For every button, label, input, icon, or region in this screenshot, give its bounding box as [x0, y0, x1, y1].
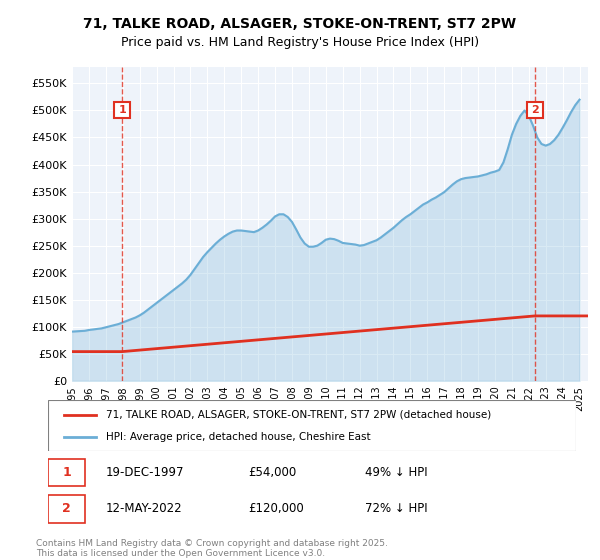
- Text: 19-DEC-1997: 19-DEC-1997: [106, 466, 185, 479]
- Text: 2: 2: [531, 105, 539, 115]
- Text: Contains HM Land Registry data © Crown copyright and database right 2025.
This d: Contains HM Land Registry data © Crown c…: [36, 539, 388, 558]
- Text: 71, TALKE ROAD, ALSAGER, STOKE-ON-TRENT, ST7 2PW: 71, TALKE ROAD, ALSAGER, STOKE-ON-TRENT,…: [83, 17, 517, 31]
- Text: 49% ↓ HPI: 49% ↓ HPI: [365, 466, 427, 479]
- Text: HPI: Average price, detached house, Cheshire East: HPI: Average price, detached house, Ches…: [106, 432, 371, 442]
- Text: £54,000: £54,000: [248, 466, 297, 479]
- Text: £120,000: £120,000: [248, 502, 304, 515]
- Text: 2: 2: [62, 502, 71, 515]
- Text: 1: 1: [62, 466, 71, 479]
- Text: 12-MAY-2022: 12-MAY-2022: [106, 502, 183, 515]
- FancyBboxPatch shape: [48, 495, 85, 523]
- Text: 1: 1: [118, 105, 126, 115]
- Text: 72% ↓ HPI: 72% ↓ HPI: [365, 502, 427, 515]
- Text: 71, TALKE ROAD, ALSAGER, STOKE-ON-TRENT, ST7 2PW (detached house): 71, TALKE ROAD, ALSAGER, STOKE-ON-TRENT,…: [106, 409, 491, 419]
- FancyBboxPatch shape: [48, 400, 576, 451]
- FancyBboxPatch shape: [48, 459, 85, 486]
- Text: Price paid vs. HM Land Registry's House Price Index (HPI): Price paid vs. HM Land Registry's House …: [121, 36, 479, 49]
